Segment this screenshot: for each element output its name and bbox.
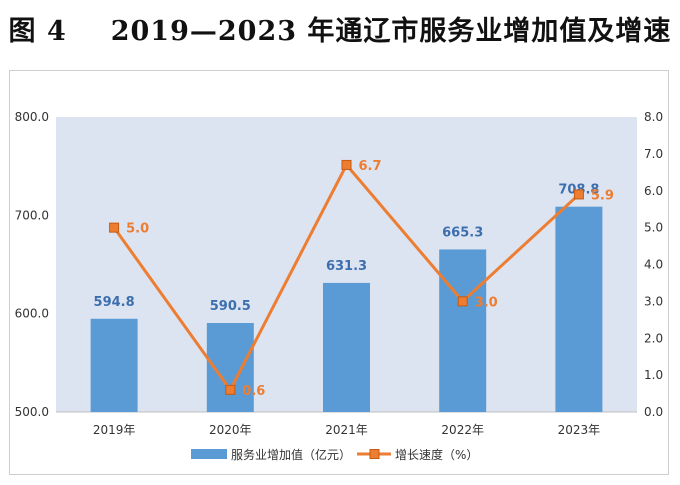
- y-right-tick-label: 3.0: [644, 294, 663, 308]
- bar: [90, 318, 138, 412]
- bar-data-label: 594.8: [94, 295, 135, 310]
- legend-line-label: 增长速度（%）: [395, 447, 478, 462]
- x-tick-label: 2023年: [558, 423, 601, 437]
- line-point: [341, 159, 352, 170]
- line-point: [573, 189, 584, 200]
- y-left-tick-label: 800.0: [15, 110, 49, 124]
- figure-number: 图 4: [8, 15, 67, 47]
- bar: [555, 206, 603, 412]
- bar-data-label: 590.5: [210, 299, 251, 314]
- x-tick-label: 2022年: [441, 423, 484, 437]
- legend-bar-label: 服务业增加值（亿元）: [231, 447, 351, 462]
- x-tick-label: 2021年: [325, 423, 368, 437]
- chart-title-text: 2019—2023 年通辽市服务业增加值及增速: [110, 15, 672, 47]
- chart-title: 图 4 2019—2023 年通辽市服务业增加值及增速: [0, 0, 680, 56]
- y-left-tick-label: 700.0: [15, 208, 49, 222]
- y-right-tick-label: 4.0: [644, 258, 663, 272]
- x-tick-label: 2020年: [209, 423, 252, 437]
- y-right-tick-label: 8.0: [644, 110, 663, 124]
- y-right-tick-label: 0.0: [644, 405, 663, 419]
- line-point: [109, 222, 120, 233]
- y-right-tick-label: 7.0: [644, 147, 663, 161]
- y-right-tick-label: 6.0: [644, 184, 663, 198]
- bar-data-label: 665.3: [442, 225, 483, 240]
- line-point: [225, 384, 236, 395]
- line-data-label: 6.7: [359, 159, 382, 174]
- bar-data-label: 631.3: [326, 259, 367, 274]
- bar: [439, 249, 487, 412]
- y-right-tick-label: 1.0: [644, 368, 663, 382]
- line-data-label: 5.9: [591, 188, 614, 203]
- y-left-tick-label: 600.0: [15, 307, 49, 321]
- y-right-tick-label: 5.0: [644, 221, 663, 235]
- legend-line-marker: [369, 449, 380, 459]
- legend-bar-swatch: [191, 449, 227, 459]
- line-data-label: 3.0: [475, 295, 498, 310]
- y-right-tick-label: 2.0: [644, 331, 663, 345]
- y-left-tick-label: 500.0: [15, 405, 49, 419]
- x-tick-label: 2019年: [93, 423, 136, 437]
- line-point: [457, 296, 468, 307]
- line-data-label: 5.0: [126, 222, 149, 237]
- bar: [323, 282, 370, 412]
- line-data-label: 0.6: [242, 384, 265, 399]
